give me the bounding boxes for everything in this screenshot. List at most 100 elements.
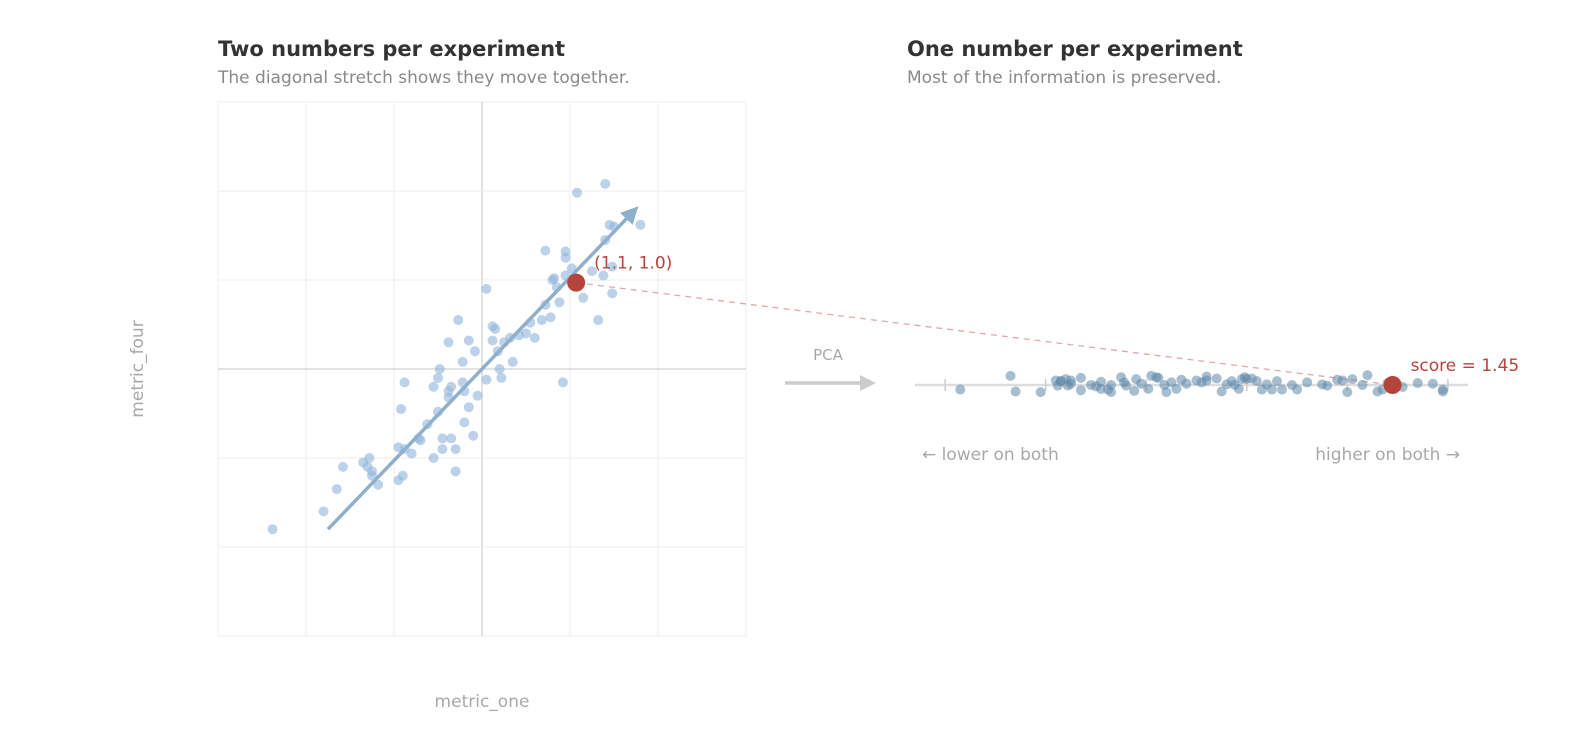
- projected-point: [1005, 370, 1016, 381]
- data-point: [540, 245, 551, 256]
- projected-point: [1010, 386, 1021, 397]
- projected-point: [1347, 374, 1358, 385]
- data-point: [529, 332, 540, 343]
- projected-point: [1302, 377, 1313, 388]
- data-point: [487, 321, 498, 332]
- projected-point: [1437, 386, 1448, 397]
- projected-point: [1121, 380, 1132, 391]
- data-point: [598, 270, 609, 281]
- projected-point: [1181, 378, 1192, 389]
- data-point: [557, 377, 568, 388]
- data-point: [593, 315, 604, 326]
- data-point: [545, 312, 556, 323]
- data-point: [554, 297, 565, 308]
- data-point: [331, 484, 342, 495]
- data-point: [450, 466, 461, 477]
- pca-transform-arrow: PCA: [785, 346, 876, 391]
- projected-point: [1055, 376, 1066, 387]
- projected-point: [955, 384, 966, 395]
- right-panel-subtitle: Most of the information is preserved.: [907, 68, 1222, 88]
- data-point: [494, 364, 505, 374]
- highlighted-score-label: score = 1.45: [1411, 356, 1520, 376]
- x-axis-label: metric_one: [435, 692, 530, 712]
- data-point: [536, 315, 547, 326]
- data-point: [481, 374, 492, 385]
- y-axis-label: metric_four: [128, 320, 148, 417]
- principal-component-arrow: [326, 206, 639, 531]
- data-point: [367, 470, 377, 481]
- right-panel-title: One number per experiment: [907, 37, 1243, 61]
- left-panel-title: Two numbers per experiment: [218, 37, 566, 61]
- pca-label: PCA: [813, 346, 844, 364]
- projected-point: [1362, 370, 1373, 381]
- score-axis-right-label: higher on both →: [1315, 445, 1460, 465]
- projected-point: [1211, 373, 1222, 384]
- score-axis-left-label: ← lower on both: [922, 445, 1059, 465]
- projected-point: [1065, 378, 1076, 389]
- data-point: [406, 448, 417, 459]
- projected-point: [1337, 375, 1348, 386]
- projected-point: [1292, 384, 1303, 395]
- projected-point: [1136, 378, 1147, 389]
- projected-point: [1143, 383, 1154, 394]
- data-point: [469, 346, 480, 357]
- projected-point: [1075, 385, 1086, 396]
- left-scatter-points: [267, 178, 646, 535]
- data-point: [604, 219, 615, 230]
- data-point: [437, 444, 448, 455]
- data-point: [433, 372, 443, 383]
- projected-point: [1171, 383, 1182, 394]
- data-point: [572, 187, 583, 198]
- data-point: [459, 417, 470, 428]
- data-point: [318, 506, 329, 517]
- data-point: [521, 328, 531, 339]
- projected-point: [1035, 387, 1046, 398]
- data-point: [457, 356, 468, 367]
- projected-point: [1106, 380, 1117, 390]
- highlighted-point: [567, 273, 586, 292]
- projected-point: [1161, 387, 1172, 398]
- data-point: [507, 356, 518, 367]
- data-point: [443, 386, 454, 397]
- left-panel-subtitle: The diagonal stretch shows they move tog…: [218, 68, 630, 88]
- projected-point: [1271, 376, 1282, 387]
- data-point: [549, 273, 560, 284]
- data-point: [607, 288, 618, 299]
- projected-point: [1216, 386, 1227, 397]
- projected-point: [1357, 380, 1368, 390]
- projected-point: [1266, 384, 1277, 395]
- projected-point: [1233, 383, 1244, 394]
- projected-point: [1106, 387, 1117, 398]
- right-scatter-points: [955, 370, 1448, 398]
- data-point: [587, 266, 597, 277]
- projected-point: [1251, 376, 1262, 387]
- highlighted-score-point: [1383, 376, 1402, 394]
- projected-point: [1075, 372, 1086, 383]
- data-point: [453, 315, 464, 326]
- projected-point: [1129, 385, 1140, 396]
- data-point: [472, 390, 483, 401]
- highlighted-point-label: (1.1, 1.0): [594, 254, 672, 274]
- data-point: [463, 335, 474, 346]
- projected-point: [1412, 378, 1423, 389]
- data-point: [337, 461, 348, 472]
- data-point: [468, 430, 479, 441]
- projected-point: [1427, 378, 1438, 389]
- data-point: [437, 433, 448, 444]
- projected-point: [1342, 387, 1353, 398]
- data-point: [446, 433, 457, 444]
- data-point: [463, 402, 474, 413]
- data-point: [578, 292, 589, 303]
- data-point: [373, 479, 384, 490]
- data-point: [450, 444, 461, 455]
- data-point: [600, 178, 611, 189]
- projected-point: [1322, 380, 1333, 391]
- pca-arrow-head: [860, 375, 876, 391]
- data-point: [428, 381, 439, 392]
- data-point: [607, 261, 618, 272]
- data-point: [364, 453, 375, 463]
- data-point: [481, 283, 492, 294]
- data-point: [267, 524, 278, 535]
- data-point: [434, 364, 445, 374]
- data-point: [560, 246, 571, 257]
